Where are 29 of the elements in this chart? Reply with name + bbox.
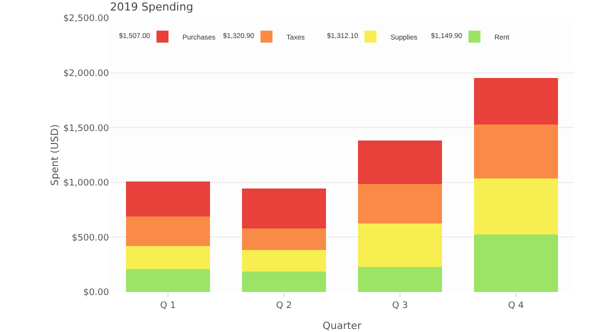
- bar: [358, 140, 442, 184]
- bar: [242, 188, 326, 229]
- bar: [474, 178, 558, 235]
- x-tick-label: Q 2: [276, 300, 292, 311]
- bar: [242, 250, 326, 272]
- bar: [358, 267, 442, 292]
- chart-title: 2019 Spending: [110, 0, 194, 14]
- bar: [358, 184, 442, 224]
- bar: [474, 124, 558, 179]
- y-axis-title: Spent (USD): [50, 124, 62, 186]
- y-tick-label: $0.00: [83, 288, 110, 298]
- bar: [242, 271, 326, 292]
- y-tick-label: $500.00: [72, 233, 110, 244]
- x-axis-title: Quarter: [322, 321, 362, 332]
- y-tick-label: $1,500.00: [63, 124, 110, 134]
- x-tick-label: Q 4: [508, 300, 524, 311]
- y-tick-label: $1,000.00: [63, 178, 110, 189]
- bar: [126, 268, 210, 292]
- x-tick-label: Q 1: [160, 300, 176, 311]
- bar: [126, 216, 210, 246]
- x-tick-label: Q 3: [392, 300, 408, 311]
- bar: [474, 78, 558, 125]
- bar: [126, 246, 210, 269]
- bar: [358, 224, 442, 268]
- bar: [242, 228, 326, 250]
- bar: [474, 234, 558, 292]
- y-tick-label: $2,000.00: [63, 68, 110, 79]
- y-tick-label: $2,500.00: [63, 14, 110, 24]
- bar: [126, 181, 210, 216]
